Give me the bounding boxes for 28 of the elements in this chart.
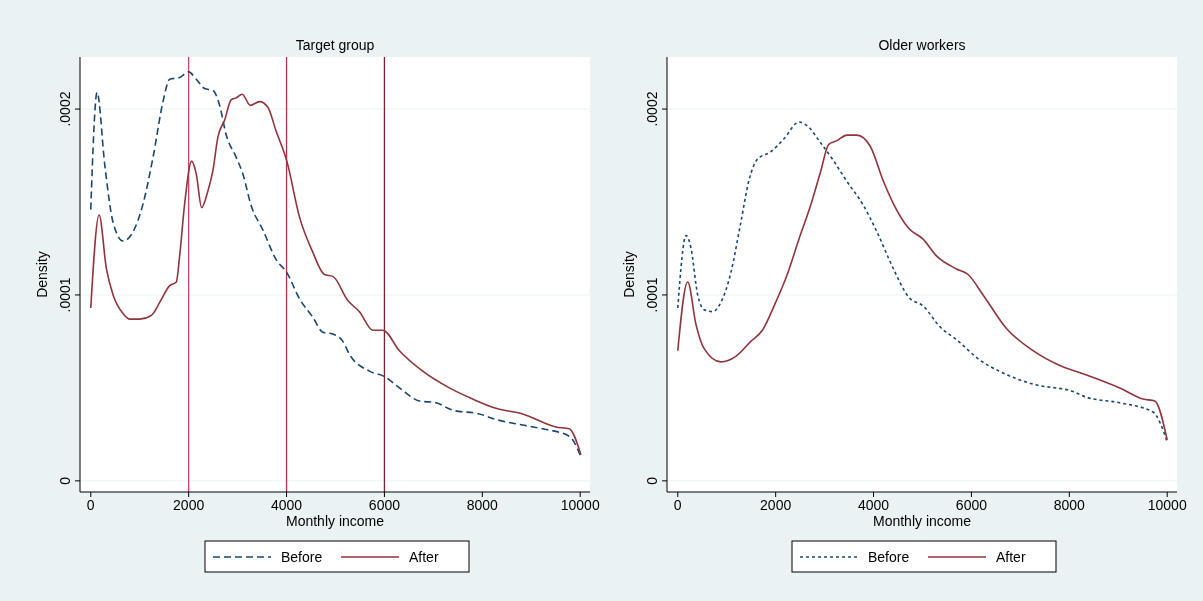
x-tick-label: 0 (673, 497, 682, 513)
x-axis-title: Monthly income (872, 513, 972, 529)
x-tick-label: 8000 (466, 497, 499, 513)
y-tick-label: 0 (57, 476, 73, 485)
y-tick-label: .0002 (57, 91, 73, 127)
y-axis-title: Density (621, 251, 637, 298)
x-axis-title: Monthly income (285, 513, 385, 529)
x-tick-label: 8000 (1053, 497, 1086, 513)
legend-label: After (409, 549, 439, 565)
x-tick-label: 2000 (173, 497, 205, 513)
legend-label: Before (868, 549, 910, 565)
x-tick-label: 6000 (955, 497, 988, 513)
x-tick-label: 4000 (857, 497, 890, 513)
legend-label: Before (281, 549, 323, 565)
x-tick-label: 10000 (1147, 497, 1187, 513)
x-tick-label: 0 (86, 497, 95, 513)
chart-title: Older workers (878, 37, 966, 53)
chart-title: Target group (295, 37, 375, 53)
x-tick-label: 4000 (270, 497, 303, 513)
x-tick-label: 2000 (760, 497, 792, 513)
y-tick-label: 0 (644, 476, 660, 485)
x-tick-label: 6000 (368, 497, 401, 513)
y-tick-label: .0001 (644, 277, 660, 313)
x-tick-label: 10000 (560, 497, 600, 513)
y-tick-label: .0002 (644, 91, 660, 127)
legend-label: After (996, 549, 1026, 565)
y-axis-title: Density (34, 251, 50, 298)
y-tick-label: .0001 (57, 277, 73, 313)
